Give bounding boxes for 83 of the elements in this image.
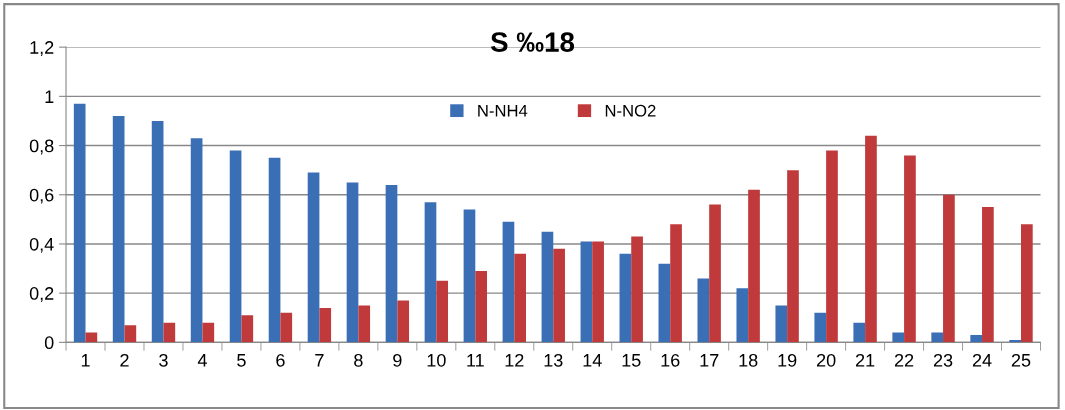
chart-title: S ‰18 [490, 32, 575, 52]
bar [1021, 224, 1033, 343]
bar [346, 182, 359, 343]
bar [319, 307, 332, 343]
bar [736, 288, 749, 343]
legend-label: N-NO2 [605, 104, 656, 117]
x-tick-label: 22 [894, 353, 914, 367]
bar [280, 312, 293, 343]
bar [814, 312, 827, 343]
x-tick-label: 6 [276, 353, 285, 367]
bar [358, 305, 371, 343]
y-tick-label: 0 [44, 336, 54, 350]
x-tick-label: 19 [778, 353, 797, 367]
x-tick-label: 7 [315, 354, 324, 367]
x-tick-label: 17 [700, 354, 719, 367]
x-tick-label: 13 [544, 353, 563, 367]
bar [475, 271, 487, 343]
x-tick-label: 20 [816, 353, 836, 367]
bar [904, 155, 916, 343]
x-tick-label: 21 [855, 353, 875, 367]
x-tick-label: 12 [505, 353, 524, 367]
x-tick-label: 10 [427, 353, 446, 367]
bar [112, 116, 125, 343]
y-tick-label: 1 [45, 90, 54, 103]
bar [163, 322, 176, 343]
bar [202, 322, 215, 343]
bar [229, 150, 242, 343]
y-tick-label: 1,2 [30, 41, 54, 56]
bar [190, 138, 203, 343]
x-tick-label: 15 [622, 354, 641, 367]
bar [514, 253, 526, 343]
bar [982, 207, 994, 343]
x-tick-label: 14 [583, 354, 602, 367]
bar [397, 300, 410, 343]
bar [670, 224, 682, 343]
bar [151, 120, 164, 343]
x-tick-label: 2 [120, 353, 129, 367]
bar [931, 332, 944, 343]
x-tick-label: 11 [467, 354, 484, 367]
bar [787, 170, 799, 343]
bar [541, 231, 554, 343]
y-tick-label: 0,8 [29, 139, 54, 155]
bar [580, 241, 593, 343]
bar [853, 322, 866, 343]
x-tick-label: 3 [159, 353, 168, 367]
x-tick-label: 24 [972, 353, 992, 367]
bar [436, 280, 449, 343]
bar [826, 150, 838, 343]
x-tick-label: 9 [393, 353, 402, 367]
y-tick-label: 0,4 [29, 237, 54, 253]
bar [775, 305, 788, 343]
bar [892, 332, 905, 343]
x-tick-label: 25 [1011, 353, 1031, 367]
bar [709, 204, 721, 343]
bar [865, 135, 877, 343]
x-tick-label: 18 [739, 353, 758, 367]
x-tick-label: 4 [197, 354, 207, 367]
bar [241, 315, 254, 343]
x-tick-label: 1 [81, 354, 90, 367]
bar [748, 189, 760, 343]
bar [943, 194, 955, 343]
bar [631, 236, 643, 343]
bar [502, 221, 515, 343]
x-tick-label: 8 [354, 353, 363, 367]
bar [268, 157, 281, 343]
bar [424, 202, 437, 343]
x-tick-label: 23 [933, 353, 953, 367]
bar [553, 248, 565, 343]
x-tick-label: 16 [661, 353, 680, 367]
legend-label: N-NH4 [478, 104, 528, 117]
y-tick-label: 0,6 [29, 188, 54, 204]
bar [307, 172, 320, 343]
bar [697, 278, 710, 343]
bar [658, 263, 671, 343]
bar [970, 334, 983, 343]
y-tick-label: 0,2 [29, 287, 54, 302]
bar [385, 184, 398, 343]
x-tick-label: 5 [237, 354, 246, 367]
bar [73, 103, 86, 343]
bar [124, 325, 137, 343]
bar [619, 253, 632, 343]
bar [592, 241, 604, 343]
bar [463, 209, 476, 343]
